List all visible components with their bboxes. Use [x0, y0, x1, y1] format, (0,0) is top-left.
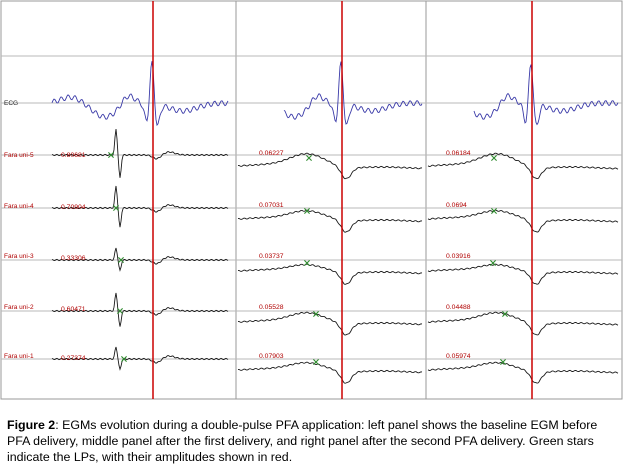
amplitude-label: 0.07903 [259, 353, 284, 360]
egm-trace [237, 311, 423, 336]
lp-star-icon [113, 205, 119, 211]
lp-star-icon [313, 359, 319, 365]
lp-star-icon [118, 257, 124, 263]
amplitude-label: 0.06227 [259, 150, 284, 157]
amplitude-label: 0.03916 [446, 253, 471, 260]
ecg-trace [283, 61, 423, 125]
caption-text: : EGMs evolution during a double-pulse P… [7, 418, 598, 464]
egm-trace [427, 263, 619, 285]
ecg-trace [51, 61, 229, 127]
label-group: ECG Fara uni-5 Fara uni-4 Fara uni-3 Fara un… [4, 100, 471, 362]
lp-star-icon [306, 155, 312, 161]
egm-trace [51, 128, 229, 178]
channel-label: ECG [4, 100, 18, 107]
lp-star-icon [108, 152, 114, 158]
egm-trace [51, 185, 229, 228]
amplitude-label: 0.07031 [259, 202, 284, 209]
amplitude-label: 0.70904 [61, 204, 86, 211]
egm-trace [237, 263, 423, 285]
figure-caption: Figure 2: EGMs evolution during a double… [7, 417, 619, 465]
egm-trace [237, 152, 423, 180]
channel-label: Fara uni-4 [4, 203, 34, 210]
lp-star-icon [500, 359, 506, 365]
caption-lead: Figure 2 [7, 418, 56, 432]
amplitude-label: 0.04488 [446, 304, 471, 311]
egm-trace [237, 209, 423, 233]
channel-label: Fara uni-3 [4, 253, 34, 260]
lp-star-icon [491, 155, 497, 161]
lp-star-icon [121, 356, 127, 362]
channel-label: Fara uni-2 [4, 304, 34, 311]
ecg-trace [473, 64, 619, 126]
lp-star-icon [304, 208, 310, 214]
egm-figure: ECG Fara uni-5 Fara uni-4 Fara uni-3 Fara un… [0, 0, 623, 400]
egm-trace [427, 152, 619, 180]
amplitude-label: 0.80681 [61, 152, 86, 159]
amplitude-label: 0.03737 [259, 253, 284, 260]
amplitude-label: 0.05528 [259, 304, 284, 311]
egm-trace [427, 209, 619, 233]
egm-trace [237, 361, 423, 384]
egm-trace [51, 292, 229, 327]
lp-star-icon [491, 208, 497, 214]
amplitude-label: 0.06184 [446, 150, 471, 157]
egm-trace [427, 361, 619, 384]
lp-star-icon [304, 260, 310, 266]
egm-trace [427, 311, 619, 336]
figure-frame [0, 0, 623, 400]
egm-trace [51, 247, 229, 272]
lp-star-icon [490, 260, 496, 266]
amplitude-label: 0.0694 [446, 202, 467, 209]
lp-star-icon [117, 308, 123, 314]
amplitude-label: 0.60471 [61, 306, 86, 313]
channel-label: Fara uni-5 [4, 152, 34, 159]
lp-star-icon [313, 311, 319, 317]
lp-star-icon [502, 311, 508, 317]
amplitude-label: 0.05974 [446, 353, 471, 360]
marker-group [108, 1, 533, 399]
channel-label: Fara uni-1 [4, 353, 34, 360]
trace-group [51, 61, 619, 384]
egm-trace [51, 346, 229, 371]
amplitude-label: 0.33306 [61, 255, 86, 262]
figure-grid [0, 0, 623, 400]
amplitude-label: 0.27374 [61, 355, 86, 362]
